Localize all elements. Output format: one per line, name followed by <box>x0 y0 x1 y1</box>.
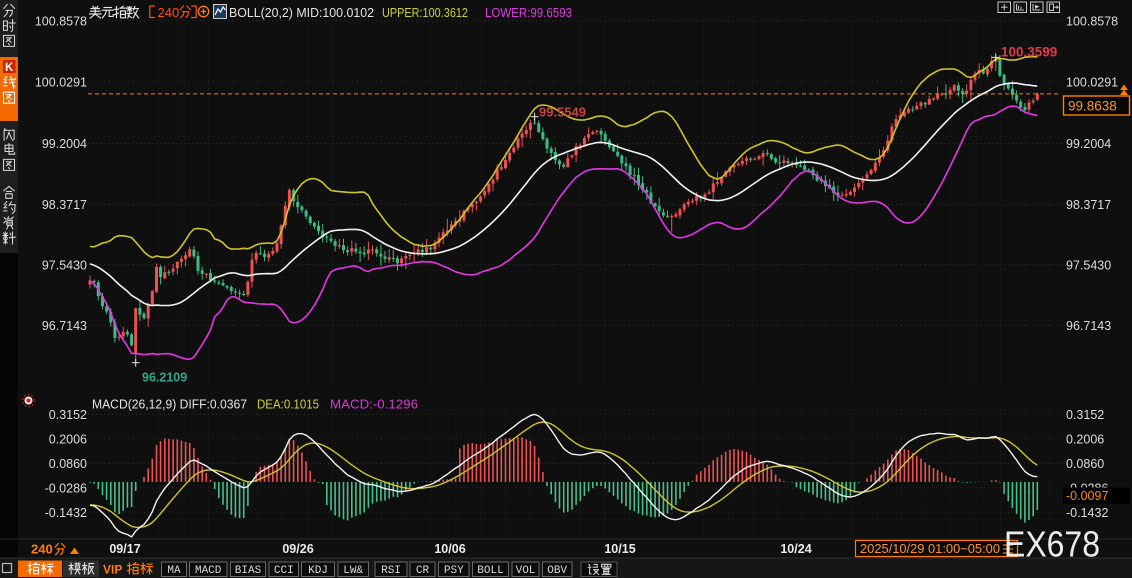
svg-text:10/15: 10/15 <box>604 542 635 556</box>
svg-text:BOLL(20,2) MID:100.0102: BOLL(20,2) MID:100.0102 <box>229 5 374 20</box>
svg-text:100.8578: 100.8578 <box>35 14 87 28</box>
svg-text:99.5549: 99.5549 <box>539 105 586 120</box>
svg-text:97.5430: 97.5430 <box>1066 258 1111 272</box>
svg-text:0.0860: 0.0860 <box>1066 457 1104 471</box>
svg-text:-0.1432: -0.1432 <box>45 506 87 520</box>
svg-text:MACD: MACD <box>195 565 222 577</box>
svg-text:10/06: 10/06 <box>434 542 465 556</box>
svg-text:0.3152: 0.3152 <box>1066 408 1104 422</box>
svg-text:0.2006: 0.2006 <box>49 433 87 447</box>
svg-text:UPPER:100.3612: UPPER:100.3612 <box>382 5 468 20</box>
svg-text:96.2109: 96.2109 <box>142 371 187 385</box>
svg-text:99.2004: 99.2004 <box>1066 137 1111 151</box>
svg-text:98.3717: 98.3717 <box>42 198 87 212</box>
svg-text:K: K <box>5 62 14 74</box>
svg-text:10/24: 10/24 <box>780 542 811 556</box>
svg-text:96.7143: 96.7143 <box>42 319 87 333</box>
svg-text:240: 240 <box>158 5 180 20</box>
svg-text:09/17: 09/17 <box>109 542 140 556</box>
svg-text:-0.0097: -0.0097 <box>1066 489 1108 503</box>
svg-text:96.7143: 96.7143 <box>1066 319 1111 333</box>
svg-text:RSI: RSI <box>381 565 401 577</box>
svg-text:EX678: EX678 <box>1004 524 1100 565</box>
svg-text:100.3599: 100.3599 <box>1001 45 1057 60</box>
svg-text:2025/10/29 01:00~05:00: 2025/10/29 01:00~05:00 <box>860 542 1000 556</box>
svg-text:MACD(26,12,9) DIFF:0.0367: MACD(26,12,9) DIFF:0.0367 <box>92 397 247 412</box>
svg-text:99.2004: 99.2004 <box>42 137 87 151</box>
svg-text:OBV: OBV <box>547 565 567 577</box>
svg-text:100.8578: 100.8578 <box>1066 14 1118 28</box>
svg-text:DEA:0.1015: DEA:0.1015 <box>257 397 319 412</box>
svg-text:VIP: VIP <box>103 563 122 577</box>
svg-text:KDJ: KDJ <box>308 565 328 577</box>
svg-text:99.8638: 99.8638 <box>1068 99 1117 114</box>
svg-text:09/26: 09/26 <box>282 542 313 556</box>
svg-text:240: 240 <box>31 542 53 557</box>
svg-text:100.0291: 100.0291 <box>1066 75 1118 89</box>
svg-text:MA: MA <box>167 565 181 577</box>
svg-text:BIAS: BIAS <box>235 565 262 577</box>
svg-text:MACD:-0.1296: MACD:-0.1296 <box>330 397 418 412</box>
svg-text:0.3152: 0.3152 <box>49 408 87 422</box>
svg-text:BOLL: BOLL <box>477 565 503 577</box>
svg-text:LOWER:99.6593: LOWER:99.6593 <box>485 5 572 20</box>
svg-text:-0.0286: -0.0286 <box>45 482 87 496</box>
svg-text:0.0860: 0.0860 <box>49 457 87 471</box>
svg-text:PSY: PSY <box>444 565 464 577</box>
svg-text:CCI: CCI <box>274 565 294 577</box>
svg-text:LW&: LW& <box>343 565 363 577</box>
svg-text:-0.1432: -0.1432 <box>1066 506 1108 520</box>
svg-text:CR: CR <box>416 565 430 577</box>
svg-text:VOL: VOL <box>516 565 536 577</box>
svg-text:0.2006: 0.2006 <box>1066 433 1104 447</box>
svg-text:98.3717: 98.3717 <box>1066 198 1111 212</box>
svg-text:97.5430: 97.5430 <box>42 258 87 272</box>
svg-text:100.0291: 100.0291 <box>35 75 87 89</box>
